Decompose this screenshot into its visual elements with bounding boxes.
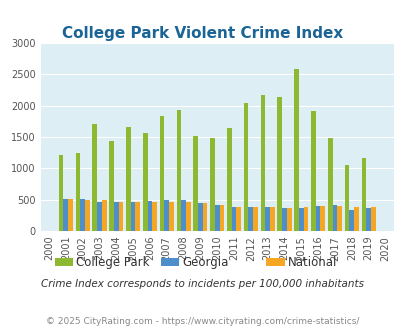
Bar	[310, 111, 315, 231]
Bar	[198, 203, 202, 231]
Bar	[315, 206, 320, 231]
Bar	[226, 128, 231, 231]
Bar	[260, 95, 264, 231]
Bar	[59, 154, 63, 231]
Bar	[320, 206, 324, 231]
Bar	[159, 115, 164, 231]
Text: Crime Index corresponds to incidents per 100,000 inhabitants: Crime Index corresponds to incidents per…	[41, 279, 364, 289]
Text: © 2025 CityRating.com - https://www.cityrating.com/crime-statistics/: © 2025 CityRating.com - https://www.city…	[46, 317, 359, 326]
Bar	[298, 208, 303, 231]
Bar	[130, 202, 135, 231]
Bar	[303, 208, 308, 231]
Bar	[236, 207, 241, 231]
Bar	[164, 200, 169, 231]
Bar	[360, 158, 365, 231]
Bar	[337, 206, 341, 231]
Bar	[152, 203, 157, 231]
Bar	[75, 152, 80, 231]
Bar	[118, 202, 123, 231]
Bar	[147, 201, 152, 231]
Bar	[365, 209, 370, 231]
Bar	[181, 200, 185, 231]
Bar	[97, 202, 102, 231]
Bar	[370, 207, 375, 231]
Text: Georgia: Georgia	[181, 256, 228, 269]
Bar	[332, 205, 337, 231]
Bar	[135, 202, 140, 231]
Bar	[210, 138, 214, 231]
Bar	[231, 208, 236, 231]
Text: College Park Violent Crime Index: College Park Violent Crime Index	[62, 26, 343, 41]
Bar	[92, 124, 97, 231]
Bar	[202, 203, 207, 231]
Bar	[214, 205, 219, 231]
Bar	[169, 202, 173, 231]
Bar	[80, 199, 85, 231]
Bar	[294, 69, 298, 231]
Bar	[219, 205, 224, 231]
Bar	[126, 127, 130, 231]
Bar	[248, 207, 253, 231]
Bar	[193, 136, 198, 231]
Text: National: National	[287, 256, 336, 269]
Bar	[281, 208, 286, 231]
Bar	[349, 210, 353, 231]
Bar	[243, 103, 248, 231]
Bar	[114, 202, 118, 231]
Text: College Park: College Park	[76, 256, 149, 269]
Bar	[277, 97, 281, 231]
Bar	[353, 208, 358, 231]
Bar	[286, 208, 291, 231]
Bar	[327, 138, 332, 231]
Bar	[85, 200, 90, 231]
Bar	[269, 208, 274, 231]
Bar	[63, 199, 68, 231]
Bar	[102, 200, 106, 231]
Bar	[185, 202, 190, 231]
Bar	[264, 208, 269, 231]
Bar	[253, 207, 257, 231]
Bar	[176, 110, 181, 231]
Bar	[109, 141, 114, 231]
Bar	[143, 133, 147, 231]
Bar	[344, 165, 349, 231]
Bar	[68, 199, 73, 231]
